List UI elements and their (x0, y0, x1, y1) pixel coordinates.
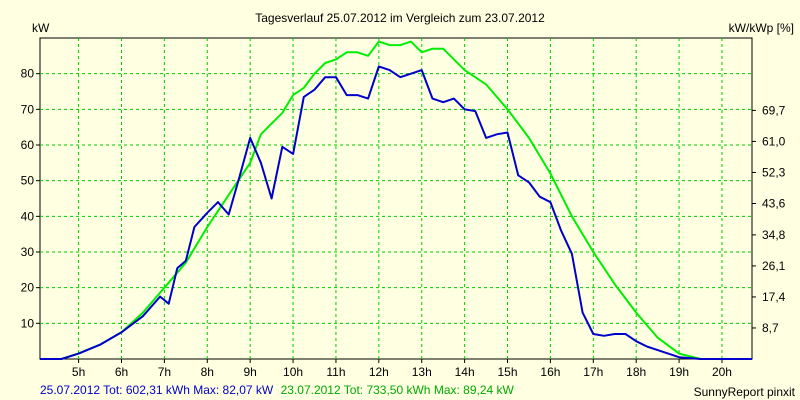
y-axis-left-label: kW (32, 21, 50, 35)
watermark: SunnyReport pinxit (694, 385, 796, 399)
x-tick-label: 16h (540, 365, 560, 379)
x-tick-label: 20h (712, 365, 732, 379)
footer-legend: 25.07.2012 Tot: 602,31 kWh Max: 82,07 kW… (40, 383, 515, 397)
plot-area (39, 37, 753, 360)
y-tick-label-right: 43,6 (762, 196, 786, 210)
x-tick-label: 12h (369, 365, 389, 379)
y-tick-label-left: 20 (21, 281, 35, 295)
x-tick-label: 15h (498, 365, 518, 379)
x-tick-label: 19h (669, 365, 689, 379)
x-tick-label: 17h (583, 365, 603, 379)
y-tick-label-right: 52,3 (762, 165, 786, 179)
x-tick-label: 8h (201, 365, 214, 379)
y-tick-label-right: 26,1 (762, 259, 786, 273)
axis-ticks: 5h 6h 7h 8h 9h 10h 11h 12h 13h 14h 15h 16h 17h 18h 19h… (21, 67, 786, 379)
x-tick-label: 14h (455, 365, 475, 379)
x-tick-label: 7h (158, 365, 171, 379)
y-tick-label-left: 70 (21, 102, 35, 116)
x-tick-label: 10h (283, 365, 303, 379)
legend-series-25-07: 25.07.2012 Tot: 602,31 kWh Max: 82,07 kW (40, 383, 274, 397)
series-lines (40, 40, 752, 360)
x-tick-label: 9h (243, 365, 256, 379)
x-tick-label: 18h (626, 365, 646, 379)
legend-series-23-07: 23.07.2012 Tot: 733,50 kWh Max: 89,24 kW (281, 383, 515, 397)
series-line-25-07-2012 (40, 65, 752, 360)
y-tick-label-left: 30 (21, 245, 35, 259)
x-tick-label: 6h (115, 365, 128, 379)
y-axis-right-label: kW/kWp [%] (729, 21, 794, 35)
y-tick-label-right: 17,4 (762, 290, 786, 304)
chart-title: Tagesverlauf 25.07.2012 im Vergleich zum… (255, 11, 545, 25)
y-tick-label-right: 8,7 (762, 321, 779, 335)
x-tick-label: 13h (412, 365, 432, 379)
y-tick-label-left: 60 (21, 138, 35, 152)
y-tick-label-left: 80 (21, 67, 35, 81)
series-line-23-07-2012 (40, 40, 752, 360)
y-tick-label-right: 34,8 (762, 228, 786, 242)
x-tick-label: 5h (72, 365, 85, 379)
x-tick-label: 11h (326, 365, 345, 379)
y-tick-label-right: 61,0 (762, 134, 786, 148)
y-tick-label-left: 50 (21, 174, 35, 188)
y-tick-label-left: 10 (21, 316, 35, 330)
y-tick-label-right: 69,7 (762, 103, 786, 117)
y-tick-label-left: 40 (21, 209, 35, 223)
